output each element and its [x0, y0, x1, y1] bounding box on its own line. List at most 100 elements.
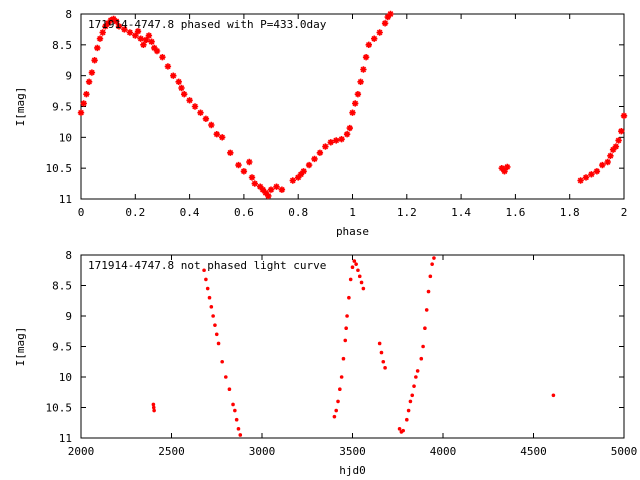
unphased-data-point	[231, 402, 235, 407]
phased-data-point	[151, 44, 158, 52]
phased-data-point	[501, 168, 508, 175]
unphased-data-point	[234, 417, 239, 422]
phased-y-tick-label: 11	[59, 193, 72, 206]
unphased-data-point	[336, 399, 340, 404]
unphased-data-point	[412, 384, 416, 388]
unphased-data-point	[334, 408, 339, 413]
phased-data-point	[300, 168, 307, 175]
phased-data-point	[181, 91, 188, 98]
unphased-data-point	[343, 338, 348, 343]
phased-data-point	[126, 29, 134, 36]
phased-x-tick-label: 2	[621, 206, 628, 219]
phased-data-point	[265, 192, 272, 200]
unphased-data-point	[423, 326, 427, 331]
phased-data-point	[365, 41, 372, 48]
unphased-y-tick-label: 11	[59, 432, 72, 445]
phased-data-point	[618, 128, 625, 135]
phased-data-point	[582, 174, 590, 181]
unphased-data-point	[347, 295, 351, 300]
phased-data-point	[148, 38, 155, 45]
phased-data-point	[96, 35, 104, 42]
phased-data-point	[178, 84, 185, 92]
unphased-data-point	[361, 286, 366, 291]
phased-data-point	[219, 134, 226, 141]
phased-x-tick-label: 1.4	[451, 206, 471, 219]
phased-data-point	[289, 177, 296, 184]
unphased-data-point	[397, 427, 402, 431]
phased-data-point	[599, 161, 606, 169]
phased-plot-frame	[80, 13, 625, 200]
unphased-data-point	[345, 314, 349, 318]
phased-plot-title: 171914-4747.8 phased with P=433.0day	[88, 18, 327, 31]
phased-data-point	[175, 78, 182, 85]
phased-data-point	[612, 143, 620, 150]
phased-data-point	[346, 124, 353, 132]
unphased-data-point	[551, 393, 556, 398]
phased-y-tick-label: 10	[59, 131, 72, 144]
phased-data-point	[240, 168, 248, 175]
phased-data-point	[257, 183, 264, 190]
phased-data-point	[387, 10, 394, 18]
phased-data-point	[251, 180, 258, 187]
unphased-data-point	[209, 305, 214, 309]
unphased-data-point	[348, 277, 353, 282]
phased-data-point	[259, 186, 267, 193]
phased-data-point	[327, 139, 334, 146]
unphased-data-point	[357, 274, 362, 279]
unphased-data-point	[428, 274, 433, 279]
unphased-data-point	[339, 375, 344, 379]
unphased-data-point	[151, 402, 156, 407]
phased-data-point	[85, 78, 93, 85]
unphased-data-point	[354, 262, 358, 266]
unphased-data-point	[233, 408, 237, 413]
phased-y-axis-label: I[mag]	[14, 87, 27, 127]
phased-data-point	[143, 36, 150, 44]
phased-data-point	[362, 54, 370, 61]
phased-data-point	[77, 109, 85, 116]
unphased-data-point	[424, 308, 429, 312]
phased-x-tick-label: 1.6	[505, 206, 525, 219]
unphased-data-point	[224, 375, 228, 379]
unphased-data-point	[332, 414, 337, 419]
phased-data-point	[305, 161, 313, 169]
phased-data-point	[99, 29, 106, 36]
unphased-plot-title: 171914-4747.8 not phased light curve	[88, 259, 326, 272]
unphased-data-point	[152, 408, 156, 413]
phased-data-point	[107, 17, 115, 24]
unphased-data-point	[204, 277, 208, 282]
phased-x-axis-label: phase	[336, 225, 369, 238]
phased-data-point	[153, 47, 161, 55]
phased-data-point	[145, 32, 153, 39]
phased-data-point	[235, 161, 242, 169]
phased-x-tick-label: 0.4	[180, 206, 200, 219]
unphased-data-point	[414, 375, 418, 379]
phased-data-point	[338, 136, 345, 143]
phased-data-point	[202, 115, 210, 122]
unphased-data-point	[216, 341, 221, 346]
unphased-data-point	[227, 387, 232, 392]
unphased-data-point	[211, 314, 215, 318]
phased-data-point	[349, 109, 356, 116]
unphased-data-point	[202, 268, 206, 273]
unphased-y-tick-label: 10.5	[46, 402, 73, 415]
unphased-data-point	[432, 256, 436, 260]
phased-y-tick-label: 8	[65, 8, 72, 21]
unphased-data-point	[238, 433, 243, 437]
phased-data-point	[115, 23, 123, 30]
unphased-y-axis-label: I[mag]	[14, 327, 27, 367]
phased-data-point	[322, 143, 329, 150]
phased-x-tick-label: 1.2	[397, 206, 417, 219]
unphased-x-tick-label: 3000	[249, 445, 276, 458]
unphased-data-point	[220, 359, 224, 364]
phased-data-point	[316, 149, 324, 156]
phased-data-point	[159, 54, 166, 61]
phased-data-point	[197, 109, 204, 116]
unphased-x-tick-label: 4500	[520, 445, 547, 458]
phased-data-point	[91, 57, 98, 64]
phased-x-tick-label: 0.2	[125, 206, 145, 219]
unphased-data-point	[381, 359, 386, 364]
phased-data-point	[376, 29, 383, 36]
unphased-data-point	[350, 265, 355, 270]
phased-data-point	[333, 137, 340, 144]
unphased-data-point	[401, 428, 405, 433]
